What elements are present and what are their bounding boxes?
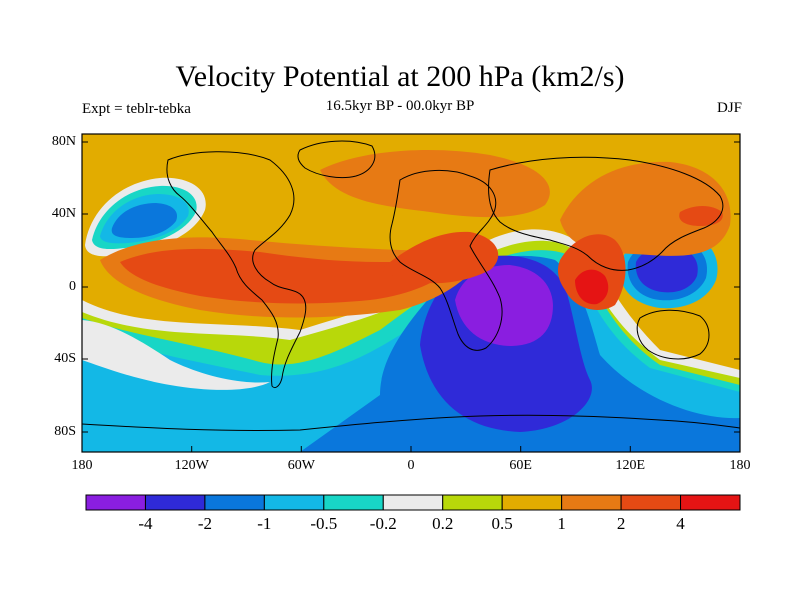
colorbar-swatch <box>204 494 265 511</box>
figure-title: Velocity Potential at 200 hPa (km2/s) <box>175 60 625 93</box>
lon-label-180e: 180 <box>729 458 751 473</box>
lat-tick-marks <box>82 141 740 433</box>
lat-label-0: 0 <box>69 279 76 294</box>
asia-coast <box>487 156 724 271</box>
colorbar-label: 1 <box>557 514 566 533</box>
lon-label-180w: 180 <box>71 458 93 473</box>
field-npac-minus-1 <box>111 203 178 238</box>
colorbar-swatch <box>680 494 741 511</box>
lon-tick-marks <box>81 446 741 452</box>
figure-subtitle: 16.5kyr BP - 00.0kyr BP <box>325 98 475 114</box>
field-wpac-minus-2 <box>635 246 698 293</box>
lon-label-120w: 120W <box>174 458 209 473</box>
colorbar-swatch <box>144 494 206 511</box>
lon-label-0: 0 <box>407 458 415 473</box>
lon-label-60e: 60E <box>509 458 532 473</box>
colorbar-swatch <box>323 494 384 511</box>
experiment-label: Expt = teblr-tebka <box>82 101 191 117</box>
lat-label-40n: 40N <box>51 206 76 221</box>
colorbar-swatch <box>620 494 682 511</box>
colorbar-label: -0.5 <box>310 514 338 533</box>
season-label: DJF <box>716 100 742 116</box>
colorbar-label: -0.2 <box>369 514 397 533</box>
greenland-coast <box>297 140 376 179</box>
colorbar-swatch <box>85 494 146 511</box>
antarctica-coast <box>82 414 740 432</box>
colorbar-label: 2 <box>616 514 626 533</box>
lon-label-60w: 60W <box>287 458 315 473</box>
colorbar-swatch <box>561 494 622 511</box>
lat-label-40s: 40S <box>54 351 76 366</box>
lat-label-80s: 80S <box>54 424 76 439</box>
europe-africa-coast <box>389 169 503 351</box>
map-field <box>82 134 740 452</box>
colorbar-swatch <box>263 494 325 511</box>
field-level-4-trop <box>120 248 460 304</box>
colorbar-label: 0.2 <box>432 514 454 533</box>
field-level-minus-4 <box>455 265 553 346</box>
field-level-4-japan <box>679 206 723 226</box>
colorbar-swatch <box>382 494 444 511</box>
lat-label-80n: 80N <box>51 134 76 149</box>
lon-label-120e: 120E <box>615 458 646 473</box>
colorbar-swatch <box>501 494 563 511</box>
field-spac-neutral <box>82 320 270 390</box>
colorbar-label: -1 <box>257 514 272 533</box>
field-level-2-natl <box>320 150 550 218</box>
field-level-2-asia <box>560 161 731 256</box>
americas-coast <box>166 151 307 389</box>
coastlines <box>82 140 740 432</box>
colorbar-label: -4 <box>138 514 153 533</box>
colorbar-label: 0.5 <box>491 514 513 533</box>
colorbar-label: -2 <box>197 514 212 533</box>
colorbar-swatch <box>442 494 503 511</box>
australia-coast <box>636 309 710 360</box>
field-level-4-africa <box>380 231 499 284</box>
colorbar-label: 4 <box>676 514 685 533</box>
field-level-4-plus-core <box>575 269 609 305</box>
colorbar <box>85 494 741 511</box>
